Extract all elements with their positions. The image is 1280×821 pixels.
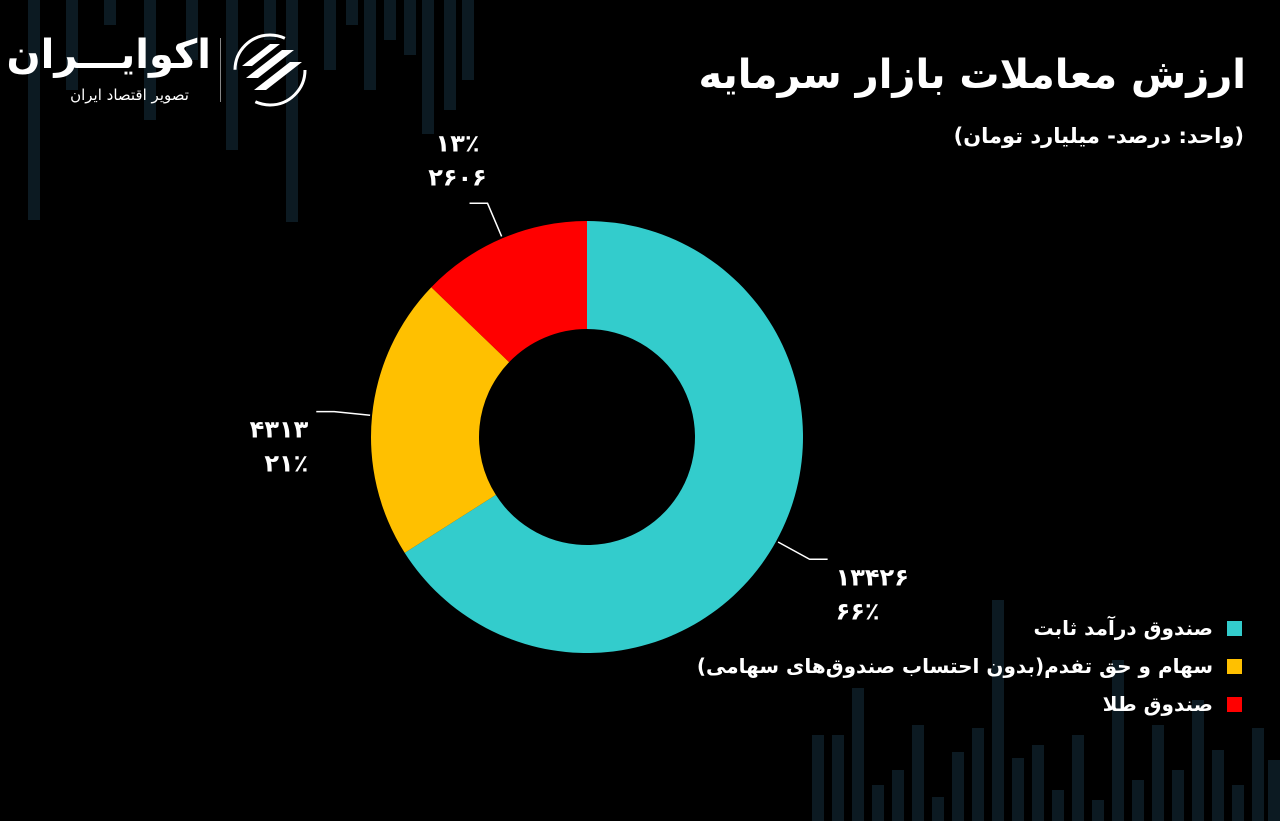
background-bar bbox=[66, 0, 78, 90]
data-label-value-fixed-income: ۱۳۴۲۶ bbox=[836, 563, 909, 591]
leader-line bbox=[777, 541, 828, 561]
background-bar bbox=[912, 725, 924, 821]
background-bar bbox=[444, 0, 456, 110]
background-bar bbox=[1252, 728, 1264, 821]
background-bar bbox=[812, 735, 824, 821]
background-bar bbox=[226, 0, 238, 150]
background-bar bbox=[1092, 800, 1104, 821]
legend-label: صندوق درآمد ثابت bbox=[1033, 616, 1213, 640]
background-bar bbox=[1212, 750, 1224, 821]
legend-label: صندوق طلا bbox=[1102, 692, 1213, 716]
slice-fixed-income bbox=[404, 221, 803, 653]
background-bar bbox=[1232, 785, 1244, 821]
background-bar bbox=[324, 0, 336, 70]
background-bar bbox=[1268, 760, 1280, 821]
logo-divider bbox=[220, 38, 221, 102]
data-label-value-stocks: ۴۳۱۳ bbox=[250, 416, 309, 444]
logo: اکوایـــران تصویر اقتصاد ایران bbox=[6, 32, 318, 112]
logo-mark-icon bbox=[233, 33, 307, 107]
background-bar bbox=[104, 0, 116, 25]
data-label-percent-gold: ۱۳٪ bbox=[436, 129, 480, 157]
background-bar bbox=[972, 728, 984, 821]
slice-stocks bbox=[370, 287, 510, 553]
background-bar bbox=[1112, 660, 1124, 821]
background-bar bbox=[1192, 700, 1204, 821]
legend-swatch bbox=[1227, 620, 1242, 636]
background-bar bbox=[346, 0, 358, 25]
background-bar bbox=[1052, 790, 1064, 821]
background-bar bbox=[992, 600, 1004, 821]
leader-line bbox=[469, 202, 503, 237]
background-bar bbox=[1072, 735, 1084, 821]
background-bar bbox=[364, 0, 376, 90]
logo-name: اکوایـــران bbox=[6, 32, 211, 78]
background-bar bbox=[1172, 770, 1184, 821]
background-bar bbox=[1132, 780, 1144, 821]
legend: صندوق درآمد ثابت سهام و حق تفدم(بدون احت… bbox=[682, 610, 1242, 724]
legend-swatch bbox=[1227, 658, 1242, 674]
background-bar bbox=[892, 770, 904, 821]
data-label-value-gold: ۲۶۰۶ bbox=[428, 163, 487, 191]
background-bar bbox=[384, 0, 396, 40]
legend-label: سهام و حق تفدم(بدون احتساب صندوق‌های سها… bbox=[696, 654, 1213, 678]
background-bar bbox=[462, 0, 474, 80]
background-bar bbox=[872, 785, 884, 821]
background-bar bbox=[1152, 725, 1164, 821]
background-bar bbox=[1032, 745, 1044, 821]
data-label-percent-stocks: ۲۱٪ bbox=[264, 450, 308, 478]
background-bar bbox=[832, 735, 844, 821]
logo-tagline: تصویر اقتصاد ایران bbox=[70, 86, 189, 104]
background-bar bbox=[28, 0, 40, 220]
legend-swatch bbox=[1227, 696, 1242, 712]
background-bar bbox=[264, 0, 276, 40]
chart-title: ارزش معاملات بازار سرمایه bbox=[698, 52, 1246, 98]
background-bar bbox=[932, 797, 944, 821]
leader-line bbox=[316, 410, 371, 416]
legend-item-fixed-income: صندوق درآمد ثابت bbox=[682, 610, 1242, 646]
slice-gold bbox=[431, 221, 587, 363]
background-bar bbox=[1012, 758, 1024, 821]
background-bar bbox=[422, 0, 434, 134]
background-bar bbox=[186, 0, 198, 60]
background-bar bbox=[404, 0, 416, 55]
legend-item-stocks: سهام و حق تفدم(بدون احتساب صندوق‌های سها… bbox=[682, 648, 1242, 684]
data-label-percent-fixed-income: ۶۶٪ bbox=[836, 597, 880, 625]
background-bar bbox=[852, 688, 864, 821]
chart-subtitle: (واحد: درصد- میلیارد تومان) bbox=[953, 124, 1244, 148]
background-bar bbox=[144, 0, 156, 120]
background-bar bbox=[952, 752, 964, 821]
legend-item-gold: صندوق طلا bbox=[682, 686, 1242, 722]
background-bar bbox=[286, 0, 298, 222]
